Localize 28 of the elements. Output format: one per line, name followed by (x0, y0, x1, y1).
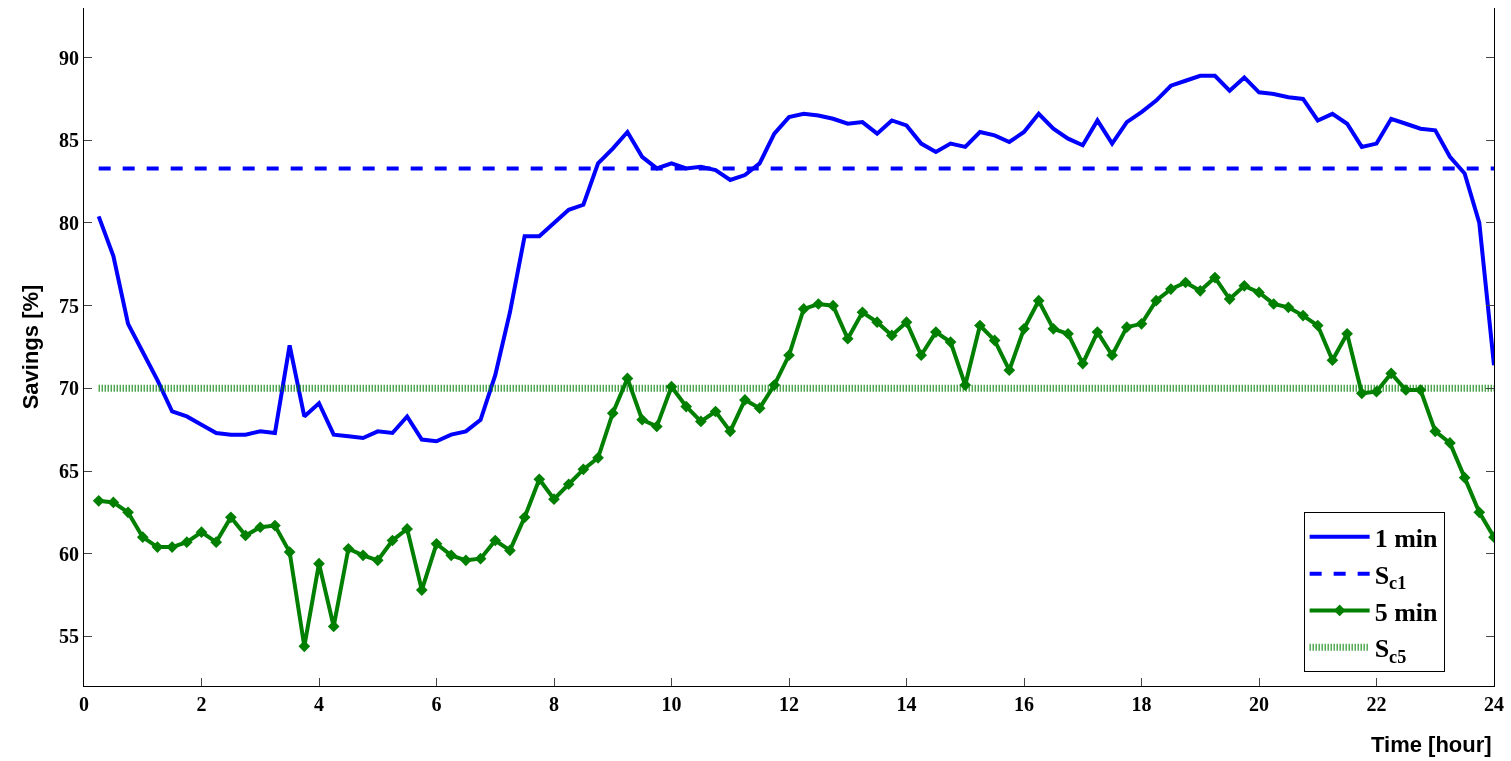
y-tick-label: 75 (59, 294, 79, 317)
x-tick-label: 12 (779, 693, 799, 715)
y-tick-label: 80 (59, 211, 79, 234)
x-tick-label: 14 (896, 693, 917, 715)
y-tick-label: 55 (59, 625, 79, 648)
legend-label: S$_{c5}$ (1374, 634, 1407, 667)
y-tick-label: 85 (59, 129, 79, 152)
x-tick-label: 10 (661, 693, 682, 715)
legend-label: 5 min (1374, 597, 1439, 627)
x-tick-label: 4 (314, 693, 324, 715)
y-axis-title: Savings [%] (17, 284, 43, 410)
y-tick-label: 65 (59, 460, 79, 483)
x-tick-label: 8 (549, 693, 559, 715)
x-tick-label: 0 (79, 693, 89, 715)
legend-label: S$_{c1}$ (1374, 560, 1407, 594)
x-tick-label: 20 (1249, 693, 1269, 715)
x-tick-label: 24 (1484, 693, 1504, 715)
legend-label: 1 min (1374, 523, 1439, 553)
x-tick-label: 22 (1366, 693, 1387, 715)
y-tick-label: 70 (59, 377, 79, 400)
y-tick-label: 60 (59, 542, 79, 565)
x-axis-title: Time [hour] (1371, 732, 1492, 757)
x-tick-label: 16 (1014, 693, 1034, 715)
x-tick-label: 6 (431, 693, 442, 715)
x-tick-label: 2 (196, 693, 207, 715)
line-series (96, 73, 1494, 444)
y-tick-label: 90 (59, 46, 79, 69)
x-tick-label: 18 (1131, 693, 1152, 715)
